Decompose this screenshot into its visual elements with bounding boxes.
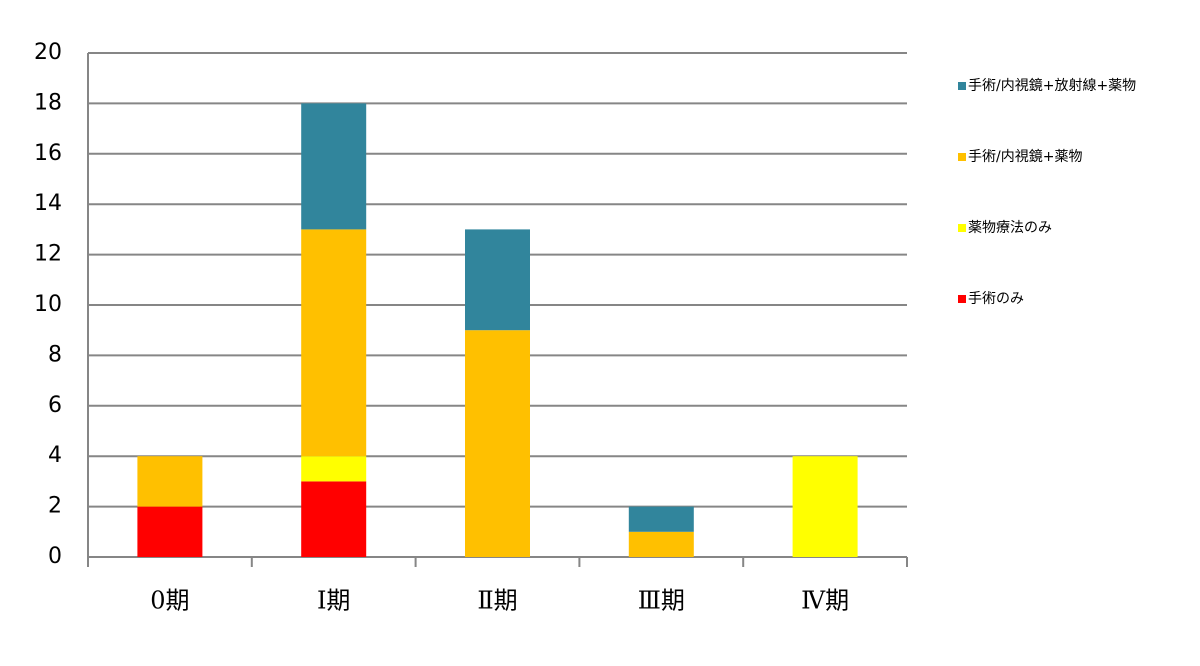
y-tick-label: 20 xyxy=(34,40,62,65)
y-tick-label: 2 xyxy=(48,494,62,519)
y-tick-label: 18 xyxy=(34,90,62,115)
bar-segment xyxy=(465,229,530,331)
y-tick-label: 14 xyxy=(34,191,62,216)
x-tick-label: Ⅳ期 xyxy=(801,587,849,615)
legend-label: 薬物療法のみ xyxy=(968,219,1052,236)
legend-swatch xyxy=(958,224,966,232)
bar-segment xyxy=(628,531,694,557)
legend-swatch xyxy=(958,82,966,90)
bar-segment xyxy=(301,103,367,230)
x-tick-label: Ⅰ期 xyxy=(317,587,350,615)
bar-segment xyxy=(301,456,367,482)
legend-label: 手術/内視鏡+薬物 xyxy=(968,149,1082,165)
legend-swatch xyxy=(958,153,966,161)
x-tick-label: Ⅲ期 xyxy=(638,587,685,615)
bar-segment xyxy=(137,506,203,557)
legend-label: 手術/内視鏡+放射線+薬物 xyxy=(968,78,1136,94)
x-tick-label: 0期 xyxy=(150,587,189,615)
y-tick-label: 0 xyxy=(48,544,62,569)
x-tick-label: Ⅱ期 xyxy=(477,587,517,615)
y-tick-label: 12 xyxy=(34,242,62,267)
bar-segment xyxy=(792,456,858,557)
y-tick-label: 6 xyxy=(48,393,62,418)
legend-label: 手術のみ xyxy=(968,291,1024,307)
bar-segment xyxy=(301,481,367,557)
bar-segment xyxy=(301,229,367,457)
bar-segment xyxy=(465,330,530,557)
legend-swatch xyxy=(958,295,966,303)
y-tick-label: 10 xyxy=(34,292,62,317)
bar-segment xyxy=(628,506,694,532)
y-tick-label: 16 xyxy=(34,141,62,166)
y-tick-label: 4 xyxy=(48,443,62,468)
y-tick-label: 8 xyxy=(48,342,62,367)
bar-segment xyxy=(137,456,203,507)
